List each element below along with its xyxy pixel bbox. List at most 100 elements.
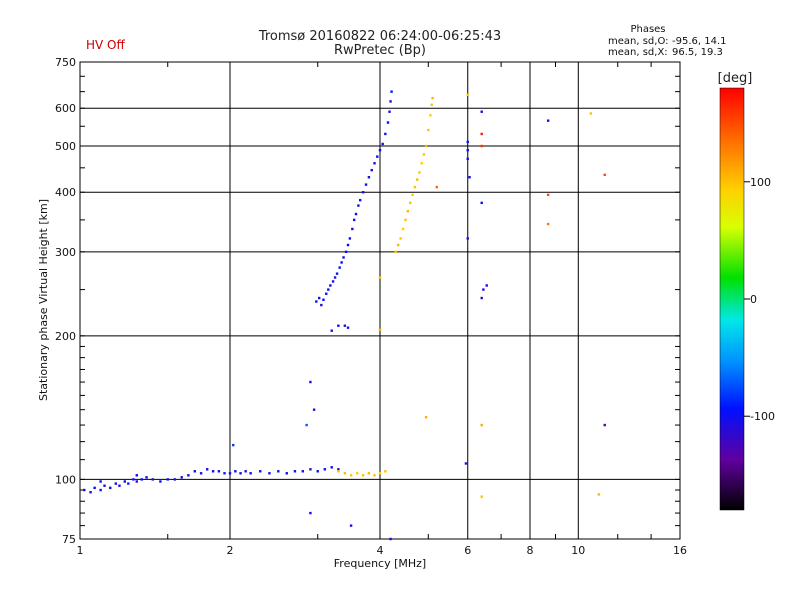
- data-point: [370, 168, 373, 172]
- data-point: [118, 484, 121, 487]
- data-point: [93, 486, 96, 490]
- data-point: [482, 288, 485, 291]
- y-axis-ticks: 75 100 200 300 400 500 600 750: [55, 56, 680, 546]
- data-point: [352, 218, 356, 222]
- data-point: [466, 140, 469, 144]
- data-point: [376, 155, 379, 158]
- data-point: [330, 329, 333, 332]
- phases-x-label: mean, sd,X:: [608, 47, 668, 58]
- data-point: [312, 408, 316, 411]
- data-point: [325, 292, 328, 295]
- data-points: [83, 90, 606, 541]
- data-point: [390, 90, 393, 93]
- data-point: [378, 472, 382, 475]
- x-tick-label: 1: [77, 544, 84, 557]
- data-point: [127, 482, 130, 485]
- data-point: [357, 204, 360, 207]
- data-point: [327, 288, 330, 291]
- data-point: [217, 470, 221, 473]
- data-point: [394, 250, 397, 254]
- chart-title: Tromsø 20160822 06:24:00-06:25:43: [258, 29, 501, 44]
- data-point: [466, 93, 469, 97]
- data-point: [337, 324, 340, 327]
- colorbar-ticks: 100 0 -100: [744, 176, 775, 423]
- data-point: [309, 468, 312, 471]
- data-point: [384, 470, 387, 473]
- data-point: [480, 110, 483, 113]
- data-point: [409, 201, 412, 205]
- data-point: [418, 171, 421, 174]
- data-point: [344, 250, 348, 254]
- data-point: [358, 198, 362, 202]
- data-point: [373, 162, 376, 165]
- data-point: [346, 326, 350, 329]
- x-tick-label: 8: [527, 544, 534, 557]
- data-point: [268, 472, 271, 475]
- data-point: [422, 153, 426, 156]
- y-tick-label: 400: [55, 186, 76, 199]
- data-point: [346, 243, 350, 247]
- data-point: [429, 114, 432, 117]
- colorbar-tick-label: 0: [750, 293, 757, 306]
- phases-title: Phases: [630, 24, 665, 35]
- hv-status-label: HV Off: [86, 38, 125, 52]
- data-point: [603, 173, 606, 177]
- data-point: [480, 144, 483, 148]
- data-point: [316, 470, 319, 473]
- data-point: [384, 132, 387, 136]
- data-point: [132, 478, 135, 481]
- data-point: [399, 237, 402, 240]
- data-point: [244, 470, 247, 473]
- data-point: [330, 466, 333, 469]
- data-point: [173, 478, 177, 481]
- y-tick-label: 750: [55, 56, 76, 69]
- data-point: [411, 193, 414, 197]
- colorbar-label: [deg]: [718, 71, 753, 86]
- data-point: [145, 476, 148, 479]
- data-point: [293, 470, 297, 473]
- data-point: [603, 423, 606, 427]
- data-point: [343, 324, 347, 327]
- data-point: [342, 256, 345, 259]
- phases-o-label: mean, sd,O:: [608, 36, 669, 47]
- data-point: [480, 495, 483, 498]
- data-point: [466, 148, 469, 152]
- data-point: [388, 110, 391, 113]
- y-axis-label: Stationary phase Virtual Height [km]: [37, 199, 50, 401]
- data-point: [424, 144, 428, 148]
- data-point: [193, 470, 197, 473]
- data-point: [309, 511, 312, 515]
- data-point: [378, 276, 382, 279]
- data-point: [349, 474, 353, 477]
- data-point: [337, 468, 340, 471]
- data-point: [351, 227, 354, 231]
- data-point: [401, 227, 405, 231]
- data-point: [315, 300, 318, 303]
- x-tick-label: 10: [571, 544, 585, 557]
- x-tick-label: 4: [377, 544, 384, 557]
- data-point: [546, 119, 550, 122]
- data-point: [123, 480, 126, 483]
- data-point: [361, 474, 365, 477]
- data-point: [389, 100, 392, 103]
- data-point: [480, 132, 483, 136]
- data-point: [361, 191, 365, 194]
- data-point: [546, 222, 550, 226]
- data-point: [301, 470, 305, 473]
- data-point: [413, 185, 417, 189]
- data-point: [466, 157, 469, 161]
- data-point: [406, 209, 410, 213]
- x-tick-label: 16: [673, 544, 687, 557]
- data-point: [343, 472, 347, 475]
- phases-o-value: -95.6, 14.1: [672, 36, 727, 47]
- y-tick-label: 200: [55, 330, 76, 343]
- data-point: [480, 423, 483, 427]
- data-point: [480, 296, 483, 300]
- data-point: [364, 183, 368, 186]
- data-point: [340, 261, 343, 264]
- data-point: [337, 470, 340, 473]
- data-point: [367, 176, 371, 179]
- data-point: [431, 96, 434, 100]
- data-point: [466, 237, 469, 240]
